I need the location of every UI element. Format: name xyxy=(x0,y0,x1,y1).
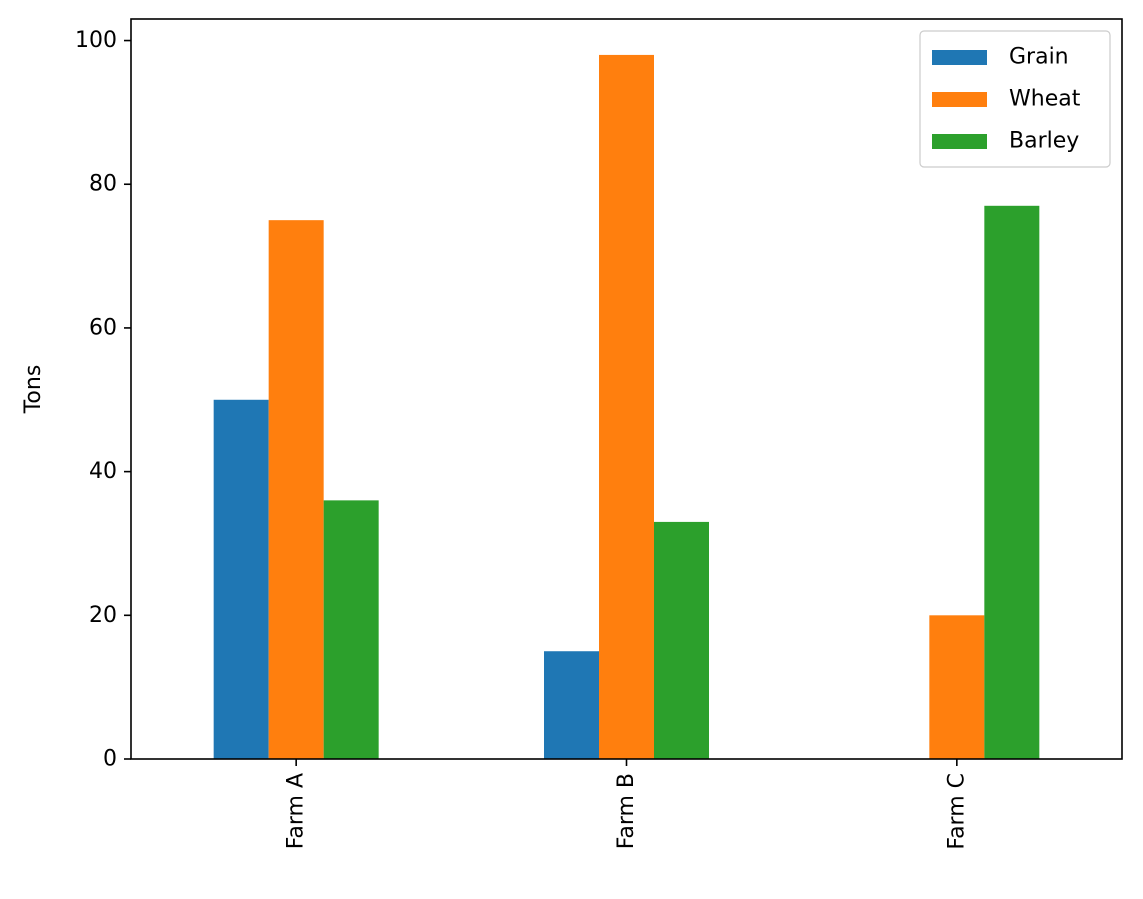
bar-barley-farm-c xyxy=(984,205,1040,759)
legend-label-barley: Barley xyxy=(1009,129,1079,154)
y-axis-label: Tons xyxy=(21,365,46,415)
y-tick-label: 20 xyxy=(89,603,117,628)
bar-wheat-farm-c xyxy=(929,615,985,759)
bar-wheat-farm-b xyxy=(599,54,654,760)
legend-swatch-wheat xyxy=(932,92,987,107)
legend-label-grain: Grain xyxy=(1009,45,1069,70)
x-tick-label: Farm B xyxy=(614,773,639,849)
bar-grain-farm-b xyxy=(544,651,599,759)
axes-layer: 0 20 40 60 80 100 Farm A Farm B Farm C xyxy=(75,18,1123,850)
bar-grain-farm-a xyxy=(213,399,269,759)
bar-wheat-farm-a xyxy=(268,220,324,760)
legend-swatch-barley xyxy=(932,134,987,149)
y-tick-label: 60 xyxy=(89,315,117,340)
y-tick-label: 100 xyxy=(75,28,117,53)
x-tick-label: Farm A xyxy=(284,773,309,849)
legend-swatch-grain xyxy=(932,50,987,65)
y-tick-label: 40 xyxy=(89,459,117,484)
bars-layer xyxy=(213,54,1040,760)
legend: Grain Wheat Barley xyxy=(919,30,1111,168)
bar-barley-farm-b xyxy=(654,521,709,759)
x-tick-label: Farm C xyxy=(944,773,969,850)
bar-barley-farm-a xyxy=(323,500,379,759)
y-tick-label: 0 xyxy=(103,747,117,772)
y-tick-label: 80 xyxy=(89,172,117,197)
legend-label-wheat: Wheat xyxy=(1009,87,1081,112)
